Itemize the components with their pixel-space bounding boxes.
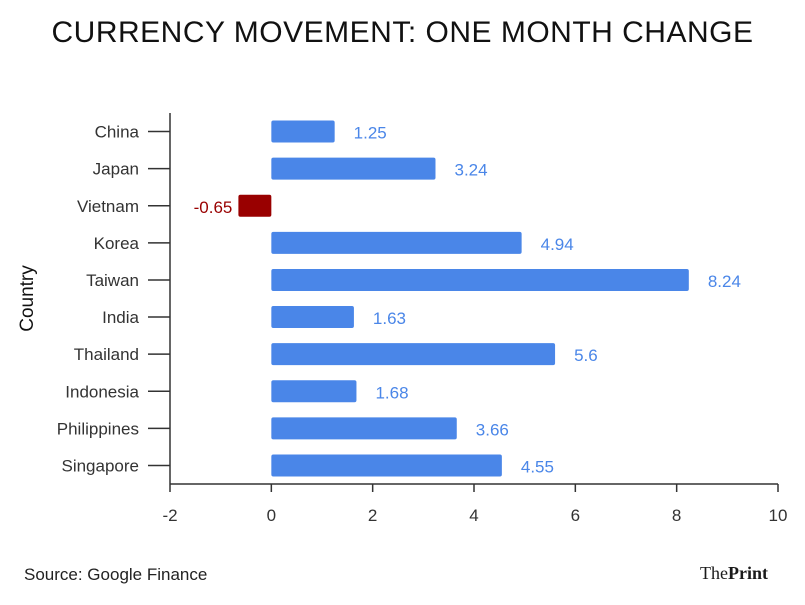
- category-label: Korea: [94, 234, 140, 253]
- x-tick-label: 6: [571, 506, 580, 525]
- data-label: 4.55: [521, 457, 554, 476]
- axes: [148, 113, 779, 492]
- category-label: Singapore: [61, 456, 139, 475]
- category-label: Thailand: [74, 345, 139, 364]
- bar: [271, 231, 522, 254]
- bars: [238, 120, 689, 477]
- data-label: 1.68: [375, 383, 408, 402]
- x-tick-label: 2: [368, 506, 377, 525]
- category-label: Philippines: [57, 419, 139, 438]
- category-label: Japan: [93, 160, 139, 179]
- bar: [271, 306, 354, 329]
- category-label: Vietnam: [77, 197, 139, 216]
- bar: [271, 157, 436, 180]
- data-label: 3.24: [454, 161, 487, 180]
- category-label: Taiwan: [86, 271, 139, 290]
- bar: [271, 454, 502, 477]
- category-label: India: [102, 308, 139, 327]
- x-tick-label: 8: [672, 506, 681, 525]
- publisher-logo: ThePrint: [700, 563, 768, 584]
- bar-chart: -2 0 2 4 6 8 10 Country China 1.25 Japan 3.24 Vietna…: [17, 113, 787, 525]
- source-note: Source: Google Finance: [24, 565, 208, 584]
- bar: [271, 268, 689, 291]
- bar: [271, 120, 335, 143]
- bar: [238, 194, 272, 217]
- x-tick-label: -2: [162, 506, 177, 525]
- data-label: 3.66: [476, 420, 509, 439]
- data-label: 1.63: [373, 309, 406, 328]
- bar: [271, 417, 457, 440]
- data-label: 8.24: [708, 272, 741, 291]
- bar: [271, 380, 357, 403]
- category-label: China: [95, 123, 140, 142]
- data-label: -0.65: [194, 198, 233, 217]
- data-label: 4.94: [541, 235, 574, 254]
- data-label: 1.25: [354, 124, 387, 143]
- category-label: Indonesia: [65, 382, 139, 401]
- x-tick-label: 10: [769, 506, 788, 525]
- chart-title: CURRENCY MOVEMENT: ONE MONTH CHANGE: [51, 16, 754, 49]
- labels: -2 0 2 4 6 8 10 Country China 1.25 Japan 3.24 Vietna…: [17, 123, 787, 525]
- y-axis-title: Country: [17, 265, 38, 332]
- x-tick-label: 4: [469, 506, 478, 525]
- x-tick-label: 0: [267, 506, 276, 525]
- logo-suffix: Print: [727, 563, 768, 583]
- logo-prefix: The: [700, 563, 728, 583]
- bar: [271, 343, 556, 366]
- data-label: 5.6: [574, 346, 598, 365]
